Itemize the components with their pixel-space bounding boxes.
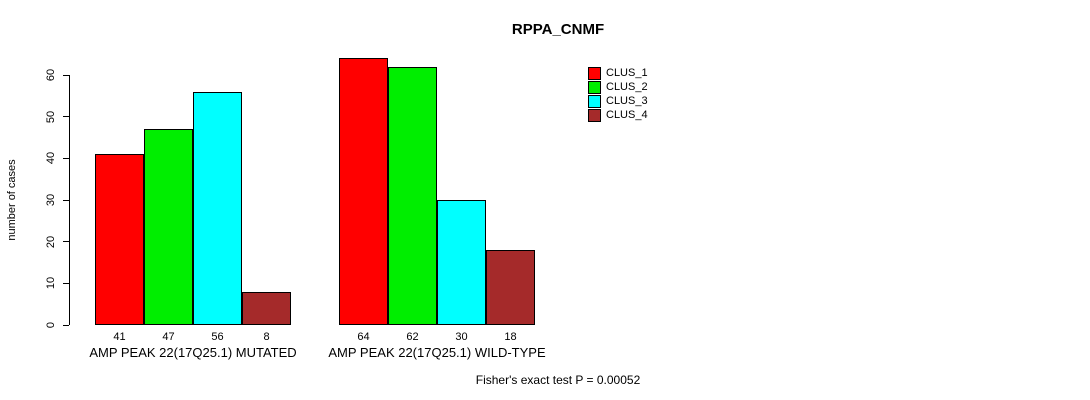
legend-label: CLUS_3: [606, 94, 648, 107]
legend-item-clus_3: CLUS_3: [588, 94, 648, 108]
y-tick: [63, 116, 69, 118]
legend-swatch-icon: [588, 94, 601, 108]
legend-label: CLUS_2: [606, 80, 648, 93]
bar-value-label: 56: [211, 331, 224, 343]
fisher-test-annotation: Fisher's exact test P = 0.00052: [475, 373, 641, 387]
y-tick-label: 10: [45, 277, 57, 290]
y-axis-title: number of cases: [6, 159, 18, 241]
y-tick: [63, 74, 69, 76]
legend-item-clus_4: CLUS_4: [588, 108, 648, 122]
chart-title: RPPA_CNMF: [511, 21, 605, 38]
y-tick-label: 40: [45, 152, 57, 165]
bar-clus_3-group1: [193, 91, 242, 325]
bar-value-label: 18: [504, 331, 517, 343]
y-tick: [63, 282, 69, 284]
bar-value-label: 30: [455, 331, 468, 343]
y-tick-label: 50: [45, 110, 57, 123]
bar-clus_1-group1: [95, 154, 144, 325]
legend-label: CLUS_1: [606, 66, 648, 79]
bar-clus_2-group1: [144, 129, 193, 325]
bar-value-label: 41: [113, 331, 126, 343]
y-tick: [63, 157, 69, 159]
legend-swatch-icon: [588, 80, 601, 94]
y-axis-line: [69, 75, 70, 325]
legend-item-clus_2: CLUS_2: [588, 80, 648, 94]
bar-clus_2-group2: [388, 66, 437, 325]
bar-value-label: 62: [406, 331, 419, 343]
bar-clus_3-group2: [437, 200, 486, 325]
y-tick-label: 0: [45, 321, 57, 329]
bar-clus_1-group2: [339, 58, 388, 325]
bar-value-label: 8: [263, 331, 270, 343]
bar-value-label: 47: [162, 331, 175, 343]
y-tick-label: 20: [45, 235, 57, 248]
legend-item-clus_1: CLUS_1: [588, 66, 648, 80]
bar-value-label: 64: [357, 331, 370, 343]
bar-clus_4-group1: [242, 291, 291, 325]
y-tick: [63, 324, 69, 326]
legend-swatch-icon: [588, 108, 601, 122]
group-label: AMP PEAK 22(17Q25.1) MUTATED: [89, 345, 297, 360]
y-tick: [63, 199, 69, 201]
legend-swatch-icon: [588, 66, 601, 80]
y-tick-label: 60: [45, 68, 57, 82]
y-tick-label: 30: [45, 193, 57, 207]
bar-clus_4-group2: [486, 250, 535, 325]
legend-label: CLUS_4: [606, 108, 648, 121]
group-label: AMP PEAK 22(17Q25.1) WILD-TYPE: [328, 345, 546, 360]
y-tick: [63, 241, 69, 243]
